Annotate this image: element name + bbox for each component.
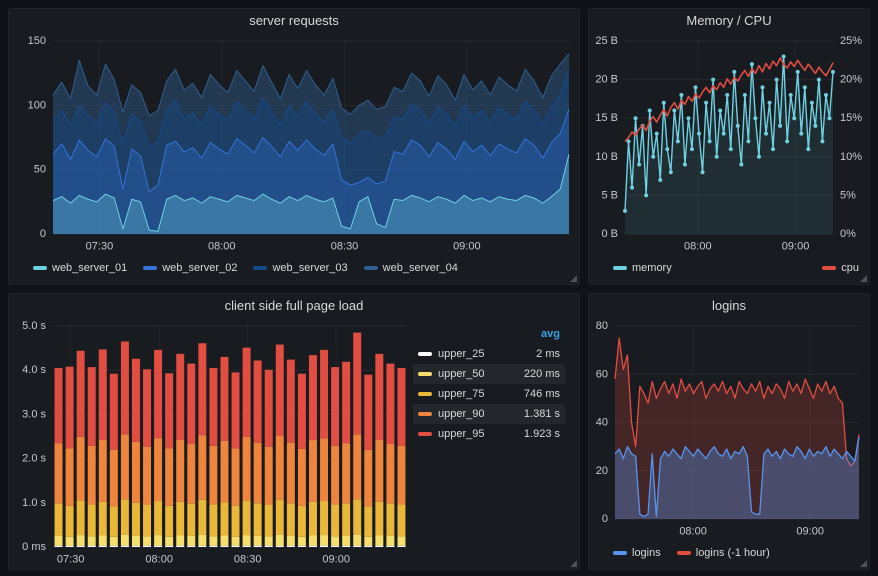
panel-resize-handle[interactable] bbox=[570, 560, 577, 567]
panel-title[interactable]: server requests bbox=[249, 13, 339, 28]
memory-cpu-plot-area bbox=[589, 33, 869, 256]
panel-logins: logins logins logins (-1 hour) bbox=[588, 293, 870, 570]
series-label: upper_95 bbox=[418, 428, 485, 440]
logins-plot-area bbox=[589, 318, 869, 541]
series-avg-value: 1.923 s bbox=[523, 428, 560, 440]
series-color-icon bbox=[253, 266, 268, 270]
panel-title[interactable]: logins bbox=[712, 298, 746, 313]
panel-title[interactable]: client side full page load bbox=[224, 298, 364, 313]
legend-row-upper_50[interactable]: upper_50 220 ms bbox=[413, 364, 565, 384]
legend-item-logins[interactable]: logins bbox=[613, 547, 661, 559]
legend-item-cpu[interactable]: cpu bbox=[822, 262, 859, 274]
series-color-icon bbox=[613, 266, 627, 270]
legend-item-web_server_03[interactable]: web_server_03 bbox=[253, 262, 348, 274]
page-load-chart-canvas[interactable] bbox=[9, 318, 413, 569]
legend-item-web_server_04[interactable]: web_server_04 bbox=[363, 262, 458, 274]
series-label: upper_25 bbox=[418, 348, 485, 360]
logins-legend: logins logins (-1 hour) bbox=[589, 541, 869, 569]
panel-title[interactable]: Memory / CPU bbox=[686, 13, 772, 28]
series-color-icon bbox=[418, 392, 432, 396]
series-label: upper_90 bbox=[418, 408, 485, 420]
server-requests-chart-canvas[interactable] bbox=[9, 33, 579, 256]
series-avg-value: 2 ms bbox=[536, 348, 560, 360]
legend-row-upper_75[interactable]: upper_75 746 ms bbox=[413, 384, 565, 404]
series-avg-value: 746 ms bbox=[523, 388, 560, 400]
series-color-icon bbox=[143, 266, 158, 270]
panel-page-load: client side full page load avg upper_25 2 … bbox=[8, 293, 580, 570]
series-color-icon bbox=[676, 551, 691, 555]
memory-cpu-chart-canvas[interactable] bbox=[589, 33, 869, 256]
panel-resize-handle[interactable] bbox=[860, 560, 867, 567]
server-requests-plot-area bbox=[9, 33, 579, 256]
memory-cpu-legend: memory cpu bbox=[589, 256, 869, 284]
series-color-icon bbox=[418, 372, 432, 376]
series-color-icon bbox=[613, 551, 627, 555]
legend-item-web_server_02[interactable]: web_server_02 bbox=[143, 262, 237, 274]
series-color-icon bbox=[418, 432, 432, 436]
series-color-icon bbox=[418, 412, 432, 416]
legend-header-avg[interactable]: avg bbox=[541, 328, 560, 340]
panel-server-requests: server requests web_server_01 web_server_… bbox=[8, 8, 580, 285]
page-load-content-row: avg upper_25 2 ms upper_50 220 ms upper_75 746… bbox=[9, 318, 579, 569]
series-label: upper_75 bbox=[418, 388, 485, 400]
series-color-icon bbox=[363, 266, 378, 270]
panel-memory-cpu: Memory / CPU memory cpu bbox=[588, 8, 870, 285]
page-load-legend-table: avg upper_25 2 ms upper_50 220 ms upper_75 746… bbox=[413, 318, 579, 569]
legend-item-logins (-1 hour)[interactable]: logins (-1 hour) bbox=[676, 547, 770, 559]
series-label: upper_50 bbox=[418, 368, 485, 380]
panel-resize-handle[interactable] bbox=[570, 275, 577, 282]
series-color-icon bbox=[822, 266, 837, 270]
page-load-plot-area bbox=[9, 318, 413, 569]
legend-row-upper_95[interactable]: upper_95 1.923 s bbox=[413, 424, 565, 444]
series-avg-value: 220 ms bbox=[523, 368, 560, 380]
legend-row-upper_25[interactable]: upper_25 2 ms bbox=[413, 344, 565, 364]
legend-table-header: avg bbox=[413, 324, 565, 344]
series-color-icon bbox=[418, 352, 432, 356]
panel-resize-handle[interactable] bbox=[860, 275, 867, 282]
legend-row-upper_90[interactable]: upper_90 1.381 s bbox=[413, 404, 565, 424]
logins-chart-canvas[interactable] bbox=[589, 318, 869, 541]
server-requests-legend: web_server_01 web_server_02 web_server_03 w… bbox=[9, 256, 579, 284]
series-avg-value: 1.381 s bbox=[523, 408, 560, 420]
series-color-icon bbox=[33, 266, 47, 270]
legend-item-web_server_01[interactable]: web_server_01 bbox=[33, 262, 127, 274]
legend-item-memory[interactable]: memory bbox=[613, 262, 672, 274]
